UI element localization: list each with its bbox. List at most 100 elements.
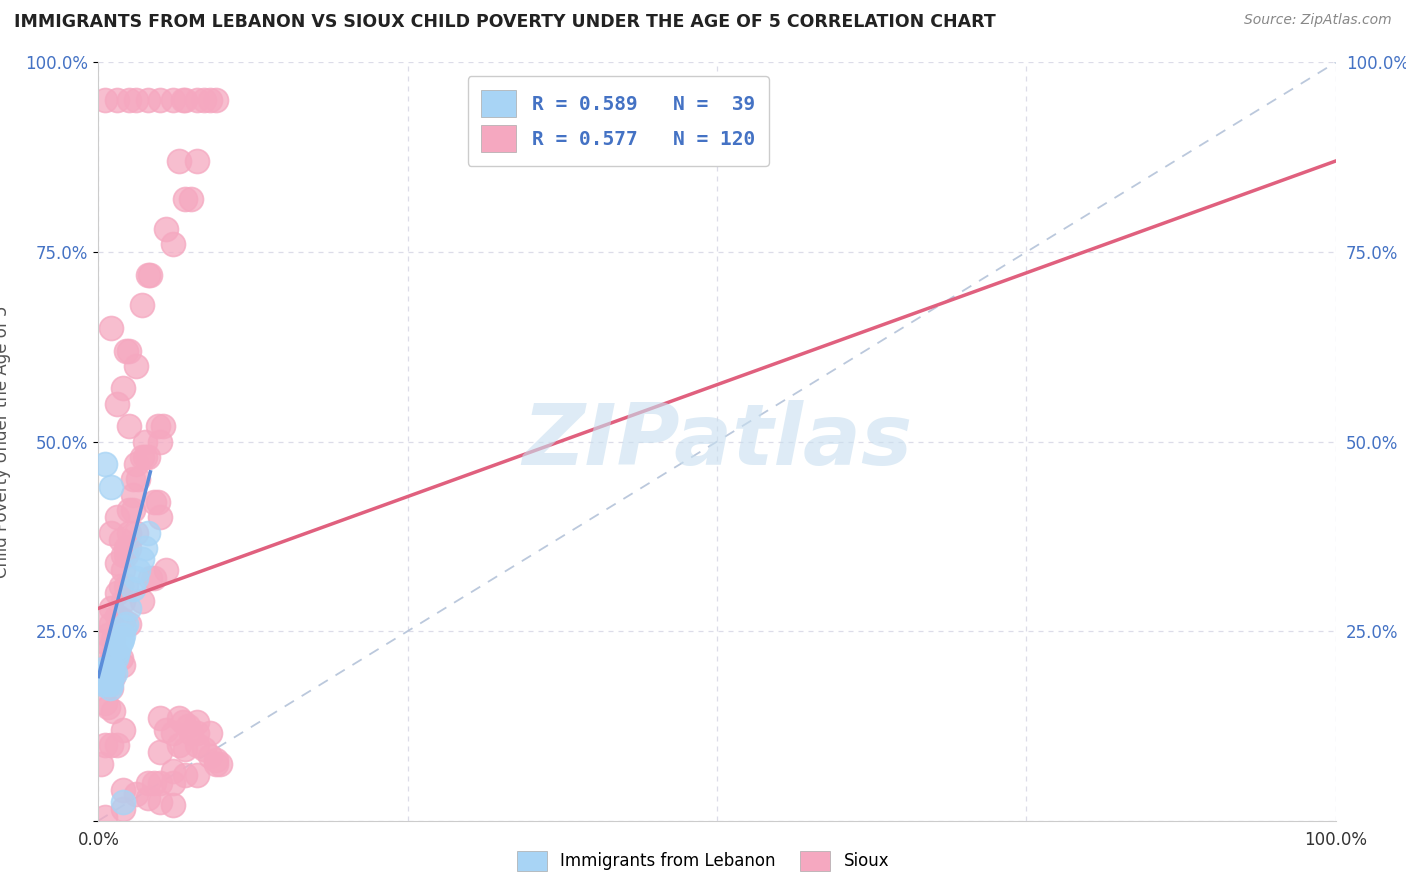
Point xyxy=(155,564,177,578)
Point xyxy=(131,450,153,464)
Point xyxy=(97,699,120,714)
Point xyxy=(205,94,228,108)
Point xyxy=(97,677,120,691)
Point xyxy=(110,533,132,548)
Point xyxy=(118,94,141,108)
Point xyxy=(198,749,221,764)
Point xyxy=(108,639,131,653)
Point xyxy=(94,662,117,676)
Point xyxy=(152,419,174,434)
Point xyxy=(100,669,122,683)
Point xyxy=(186,738,208,752)
Point xyxy=(162,94,184,108)
Point xyxy=(112,548,135,563)
Point xyxy=(114,548,136,563)
Point xyxy=(205,756,228,771)
Point xyxy=(131,552,153,566)
Point xyxy=(118,419,141,434)
Point xyxy=(149,795,172,809)
Point xyxy=(118,541,141,555)
Point xyxy=(186,768,208,782)
Point xyxy=(105,556,128,570)
Point xyxy=(112,795,135,809)
Point xyxy=(100,320,122,334)
Point xyxy=(136,791,159,805)
Point xyxy=(98,673,121,688)
Point xyxy=(139,571,162,585)
Point xyxy=(149,776,172,790)
Point xyxy=(93,810,115,824)
Point xyxy=(112,620,135,634)
Point xyxy=(103,662,125,676)
Point xyxy=(167,711,190,725)
Point xyxy=(122,473,145,487)
Point xyxy=(172,715,194,730)
Point xyxy=(124,787,146,801)
Point xyxy=(93,665,115,680)
Point xyxy=(162,776,184,790)
Point xyxy=(105,608,128,623)
Point xyxy=(146,419,169,434)
Point xyxy=(112,723,135,737)
Point xyxy=(149,94,172,108)
Point xyxy=(167,153,190,168)
Point xyxy=(96,673,118,688)
Point xyxy=(124,359,146,373)
Point xyxy=(162,764,184,779)
Point xyxy=(96,669,118,683)
Point xyxy=(110,635,132,649)
Point xyxy=(155,723,177,737)
Point xyxy=(93,738,115,752)
Point xyxy=(93,613,115,627)
Point xyxy=(93,673,115,688)
Point xyxy=(186,715,208,730)
Point xyxy=(100,601,122,615)
Point xyxy=(162,798,184,813)
Point xyxy=(193,741,215,756)
Point xyxy=(146,495,169,509)
Point xyxy=(198,94,221,108)
Point xyxy=(114,579,136,593)
Point xyxy=(180,726,202,740)
Point xyxy=(162,726,184,740)
Point xyxy=(103,669,125,683)
Point xyxy=(134,434,156,449)
Point xyxy=(124,94,146,108)
Point xyxy=(100,480,122,494)
Point xyxy=(143,571,166,585)
Point xyxy=(180,192,202,206)
Point xyxy=(112,658,135,673)
Point xyxy=(105,647,128,661)
Text: ZIPatlas: ZIPatlas xyxy=(522,400,912,483)
Point xyxy=(124,525,146,540)
Text: Source: ZipAtlas.com: Source: ZipAtlas.com xyxy=(1244,13,1392,28)
Point xyxy=(118,601,141,615)
Text: IMMIGRANTS FROM LEBANON VS SIOUX CHILD POVERTY UNDER THE AGE OF 5 CORRELATION CH: IMMIGRANTS FROM LEBANON VS SIOUX CHILD P… xyxy=(14,13,995,31)
Point xyxy=(103,632,125,646)
Point xyxy=(136,268,159,282)
Point xyxy=(97,643,120,657)
Point xyxy=(205,753,228,767)
Point xyxy=(93,677,115,691)
Point xyxy=(91,669,114,683)
Point xyxy=(136,94,159,108)
Point xyxy=(136,450,159,464)
Legend: Immigrants from Lebanon, Sioux: Immigrants from Lebanon, Sioux xyxy=(509,842,897,880)
Point xyxy=(134,450,156,464)
Point xyxy=(149,510,172,524)
Point xyxy=(143,495,166,509)
Point xyxy=(186,726,208,740)
Point xyxy=(94,669,117,683)
Point xyxy=(93,635,115,649)
Point xyxy=(174,192,197,206)
Point xyxy=(100,677,122,691)
Point xyxy=(93,662,115,676)
Point xyxy=(134,541,156,555)
Point xyxy=(112,564,135,578)
Point xyxy=(100,681,122,695)
Point xyxy=(118,343,141,358)
Point xyxy=(112,628,135,642)
Point xyxy=(149,746,172,760)
Point xyxy=(93,696,115,710)
Point xyxy=(114,616,136,631)
